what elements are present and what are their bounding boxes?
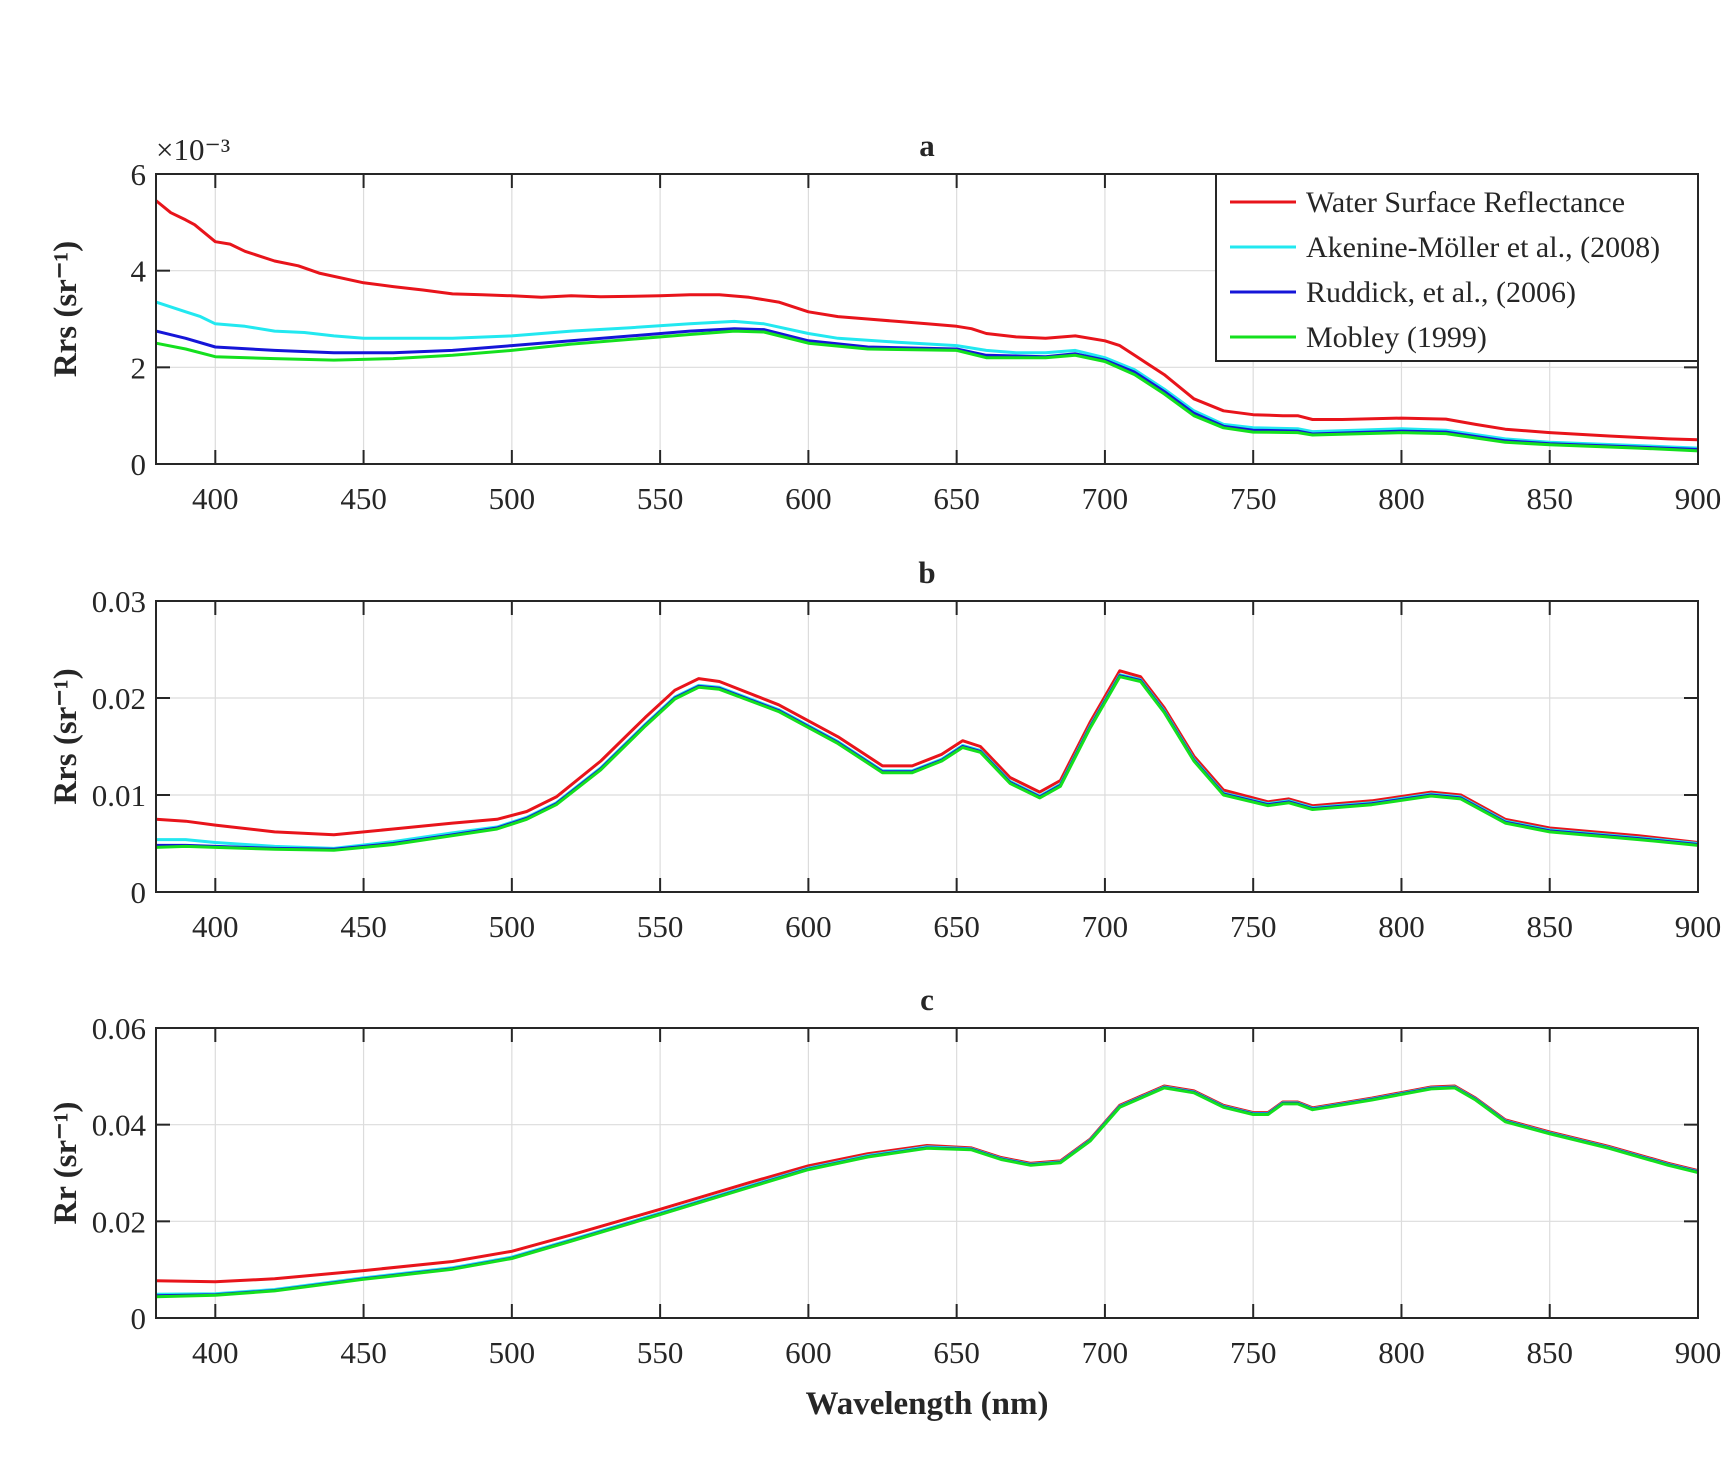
- x-tick-label: 750: [1230, 481, 1277, 516]
- x-tick-label: 500: [489, 909, 536, 944]
- x-tick-label: 850: [1526, 1335, 1573, 1370]
- x-tick-label: 400: [192, 909, 239, 944]
- x-tick-label: 900: [1675, 1335, 1722, 1370]
- x-tick-label: 700: [1082, 909, 1129, 944]
- x-tick-label: 500: [489, 1335, 536, 1370]
- x-tick-label: 800: [1378, 481, 1425, 516]
- y-tick-label: 0.02: [92, 1204, 146, 1239]
- x-tick-label: 550: [637, 1335, 684, 1370]
- x-tick-label: 900: [1675, 481, 1722, 516]
- x-tick-label: 450: [340, 1335, 387, 1370]
- series-line-3: [155, 1086, 1699, 1299]
- x-tick-label: 850: [1526, 909, 1573, 944]
- y-tick-label: 2: [131, 350, 147, 385]
- y-tick-label: 0.02: [92, 681, 146, 716]
- y-tick-label: 6: [131, 157, 147, 192]
- series-line-0: [155, 1084, 1699, 1284]
- series-line-water-surface-reflectance: [155, 199, 1699, 442]
- series-line-2: [155, 1086, 1699, 1298]
- series-line-1: [155, 1085, 1699, 1296]
- panel-title: c: [920, 982, 934, 1017]
- series-line-2: [156, 674, 1699, 851]
- x-tick-label: 650: [933, 1335, 980, 1370]
- series-line-0: [155, 669, 1699, 844]
- series-line-akenine-m-ller-et-al-2008-: [155, 300, 1699, 450]
- x-tick-label: 550: [637, 481, 684, 516]
- y-tick-label: 0: [131, 447, 147, 482]
- series-line-3: [155, 675, 1699, 852]
- legend-label: Ruddick, et al., (2006): [1306, 276, 1576, 309]
- y-axis-label: Rr (sr⁻¹): [48, 1102, 84, 1225]
- axes-box: [155, 600, 1699, 893]
- legend-label: Akenine-Möller et al., (2008): [1306, 231, 1660, 264]
- x-tick-label: 650: [933, 481, 980, 516]
- x-tick-label: 600: [785, 1335, 832, 1370]
- x-tick-label: 700: [1082, 481, 1129, 516]
- panel-a: 400 450 500 550 600 650 700 750 800 850 900 0 2 4 6 a Rr…: [48, 128, 1721, 516]
- legend-box: [1215, 173, 1699, 362]
- axes-box: [155, 1027, 1699, 1319]
- y-tick-label: 0.03: [92, 584, 146, 619]
- x-tick-label: 650: [933, 909, 980, 944]
- y-multiplier-label: ×10⁻³: [156, 132, 230, 167]
- panel-c: 400 450 500 550 600 650 700 750 800 850 900 0 0.02 0.…: [48, 982, 1721, 1422]
- y-tick-label: 0.04: [92, 1108, 147, 1143]
- y-tick-label: 0: [131, 1301, 147, 1336]
- legend: Water Surface Reflectance Akenine-Möller …: [1215, 173, 1699, 362]
- x-tick-label: 500: [489, 481, 536, 516]
- x-tick-label: 600: [785, 481, 832, 516]
- y-tick-label: 0.06: [92, 1011, 146, 1046]
- x-tick-label: 750: [1230, 909, 1277, 944]
- x-tick-label: 450: [340, 481, 387, 516]
- x-tick-label: 850: [1526, 481, 1573, 516]
- y-tick-label: 0.01: [92, 778, 146, 813]
- y-axis-label: Rrs (sr⁻¹): [48, 668, 84, 804]
- x-tick-label: 900: [1675, 909, 1722, 944]
- x-tick-label: 400: [192, 481, 239, 516]
- series-line-mobley-1999-: [155, 329, 1699, 453]
- legend-label: Water Surface Reflectance: [1306, 186, 1625, 219]
- x-tick-label: 800: [1378, 909, 1425, 944]
- x-tick-label: 700: [1082, 1335, 1129, 1370]
- x-axis-label: Wavelength (nm): [806, 1386, 1049, 1422]
- panel-title: a: [919, 128, 935, 163]
- panel-title: b: [918, 555, 935, 590]
- y-tick-label: 4: [131, 254, 147, 289]
- panel-b: 400 450 500 550 600 650 700 750 800 850 900 0 0.01 0.…: [48, 555, 1721, 944]
- x-tick-label: 450: [340, 909, 387, 944]
- x-tick-label: 600: [785, 909, 832, 944]
- y-tick-label: 0: [131, 875, 147, 910]
- x-tick-label: 550: [637, 909, 684, 944]
- x-tick-label: 400: [192, 1335, 239, 1370]
- legend-label: Mobley (1999): [1306, 321, 1487, 354]
- y-axis-label: Rrs (sr⁻¹): [48, 241, 84, 377]
- x-tick-label: 800: [1378, 1335, 1425, 1370]
- x-tick-label: 750: [1230, 1335, 1277, 1370]
